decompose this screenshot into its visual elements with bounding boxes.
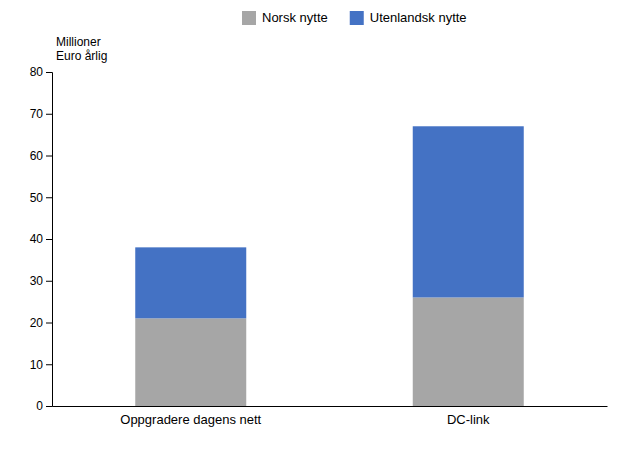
tick: 70	[30, 107, 52, 121]
tick-label: 40	[30, 232, 44, 246]
y-axis: 0 10 20 30 40 50 60 70 80	[30, 65, 53, 413]
legend-label: Utenlandsk nytte	[370, 10, 467, 25]
bar	[135, 318, 246, 406]
legend-item: Norsk nytte	[242, 10, 328, 25]
tick-mark	[46, 281, 52, 282]
tick: 40	[30, 232, 52, 246]
tick: Oppgradere dagens nett	[120, 412, 261, 427]
legend-swatch	[350, 11, 364, 25]
tick: 60	[30, 149, 52, 163]
tick-mark	[46, 239, 52, 240]
tick: DC-link	[447, 412, 490, 427]
legend-item: Utenlandsk nytte	[350, 10, 467, 25]
tick-mark	[46, 72, 52, 73]
tick: 30	[30, 274, 52, 288]
tick: 80	[30, 65, 52, 79]
axis-line	[53, 406, 608, 407]
tick: 10	[30, 358, 52, 372]
legend-swatch	[242, 11, 256, 25]
tick-label: 0	[36, 399, 43, 413]
bars	[135, 126, 524, 406]
y-label-line: Euro årlig	[56, 49, 107, 63]
tick: 50	[30, 191, 52, 205]
tick: 0	[36, 399, 52, 413]
series	[135, 126, 524, 318]
y-label-line: Millioner	[56, 35, 101, 49]
y-label: MillionerEuro årlig	[56, 35, 107, 63]
bar	[135, 247, 246, 318]
axis-line	[46, 73, 53, 407]
tick-label: Oppgradere dagens nett	[120, 412, 261, 427]
chart: 0 10 20 30 40 50 60 70 80 Oppgradere dagens nett D…	[0, 0, 631, 450]
bar	[413, 126, 524, 297]
x-axis: Oppgradere dagens nett DC-link	[53, 407, 608, 428]
tick-mark	[46, 114, 52, 115]
legend: Norsk nytte Utenlandsk nytte	[242, 10, 467, 25]
legend-label: Norsk nytte	[262, 10, 328, 25]
tick-mark	[46, 197, 52, 198]
tick-mark	[46, 406, 52, 407]
tick-mark	[46, 323, 52, 324]
tick-label: 70	[30, 107, 44, 121]
tick-label: DC-link	[447, 412, 490, 427]
plot: 0 10 20 30 40 50 60 70 80 Oppgradere dagens nett D…	[30, 65, 608, 427]
tick-label: 60	[30, 149, 44, 163]
tick-mark	[46, 364, 52, 365]
tick-label: 20	[30, 316, 44, 330]
tick-label: 50	[30, 191, 44, 205]
tick: 20	[30, 316, 52, 330]
tick-label: 80	[30, 65, 44, 79]
tick-label: 30	[30, 274, 44, 288]
bar	[413, 297, 524, 406]
tick-label: 10	[30, 358, 44, 372]
tick-mark	[46, 156, 52, 157]
